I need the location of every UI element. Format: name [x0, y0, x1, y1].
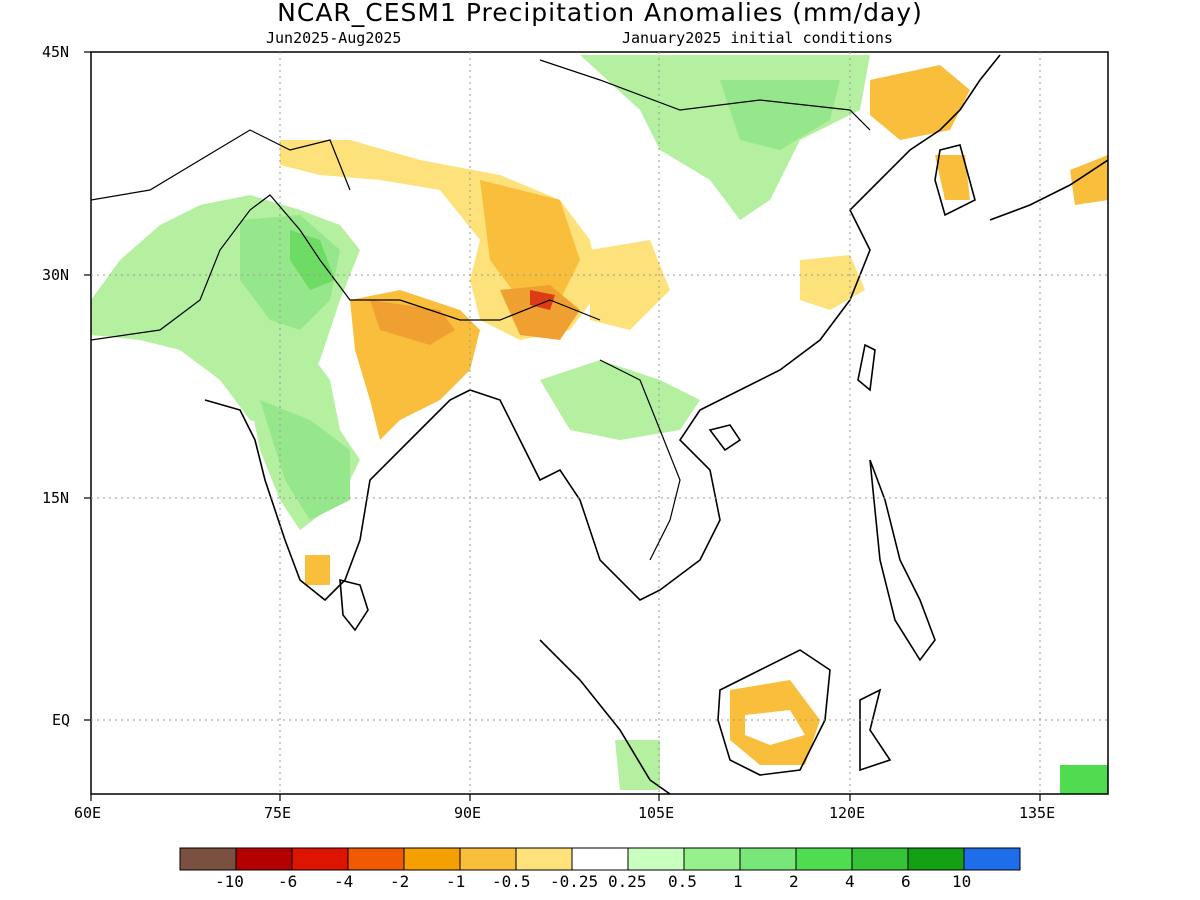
colorbar-swatch	[851, 847, 909, 871]
lon-label-105e: 105E	[638, 804, 675, 822]
coastline-sulawesi	[859, 688, 892, 772]
colorbar-label: -6	[278, 872, 298, 891]
border-indochina	[599, 359, 681, 561]
lat-label-30n: 30N	[42, 266, 70, 284]
colorbar-swatch	[179, 847, 237, 871]
anomaly-dry-sichuan	[590, 240, 670, 330]
colorbar-swatch	[403, 847, 461, 871]
coastline-sri-lanka	[339, 578, 369, 632]
lon-label-90e: 90E	[454, 804, 482, 822]
anomaly-dry-kyushu	[1070, 155, 1108, 205]
initial-conditions: January2025 initial conditions	[622, 29, 893, 47]
coastline-borneo	[717, 649, 831, 776]
colorbar-swatch	[683, 847, 741, 871]
colorbar-label: 0.5	[668, 872, 697, 891]
colorbar-label: -4	[334, 872, 354, 891]
coastline-india	[204, 54, 1001, 602]
lon-label-75e: 75E	[264, 804, 292, 822]
anomaly-dry-manchuria	[870, 65, 970, 140]
colorbar-label: -2	[390, 872, 410, 891]
colorbar-swatch	[963, 847, 1021, 871]
anomaly-field	[91, 55, 1108, 794]
lat-label-eq: EQ	[52, 711, 71, 729]
coastline-japan	[989, 159, 1108, 221]
colorbar-swatch	[907, 847, 965, 871]
colorbar-label: 2	[789, 872, 799, 891]
colorbar-swatch	[291, 847, 349, 871]
anomaly-normal-borneo	[745, 710, 805, 745]
lat-label-15n: 15N	[42, 489, 70, 507]
colorbar-label: 4	[845, 872, 855, 891]
anomaly-wet-indochina	[540, 360, 700, 440]
anomaly-dry-korea	[935, 155, 970, 200]
colorbar-label: -1	[446, 872, 466, 891]
border-central-asia	[91, 129, 351, 201]
colorbar-swatch	[795, 847, 853, 871]
lon-label-60e: 60E	[74, 804, 102, 822]
coastlines	[91, 54, 1108, 794]
border-pakistan	[91, 194, 601, 341]
colorbar	[179, 847, 1021, 871]
colorbar-label: -10	[215, 872, 244, 891]
colorbar-label: 10	[952, 872, 972, 891]
coastline-korea	[934, 144, 976, 217]
lon-label-135e: 135E	[1019, 804, 1056, 822]
anomaly-dry-sri-lanka	[305, 555, 330, 585]
colorbar-swatch	[571, 847, 629, 871]
colorbar-label: -0.25	[550, 872, 599, 891]
colorbar-label: 1	[733, 872, 743, 891]
colorbar-swatch	[515, 847, 573, 871]
lon-label-120e: 120E	[829, 804, 866, 822]
forecast-period: Jun2025-Aug2025	[266, 29, 402, 47]
anomaly-wet-new-guinea	[1060, 765, 1108, 794]
anomaly-dry-east-china	[800, 255, 865, 310]
coastline-philippines	[869, 459, 936, 662]
coastline-hainan	[708, 424, 742, 452]
colorbar-label: 6	[901, 872, 911, 891]
colorbar-label: 0.25	[608, 872, 647, 891]
map-frame	[90, 51, 1109, 795]
colorbar-swatch	[347, 847, 405, 871]
border-china-mongolia	[539, 59, 871, 131]
colorbar-label: -0.5	[492, 872, 531, 891]
colorbar-swatch	[235, 847, 293, 871]
lat-label-45n: 45N	[42, 43, 70, 61]
anomaly-dry-tibet-core	[480, 180, 580, 300]
anomaly-wet-deccan	[260, 400, 350, 520]
anomaly-wet-inner-mongolia	[720, 80, 840, 150]
map-title: NCAR_CESM1 Precipitation Anomalies (mm/d…	[277, 0, 923, 27]
colorbar-swatch	[459, 847, 517, 871]
coastline-sumatra	[539, 639, 671, 794]
colorbar-swatch	[739, 847, 797, 871]
axis-ticks	[84, 51, 1041, 801]
graticule	[91, 52, 1108, 794]
anomaly-dry-yunnan	[500, 285, 580, 340]
colorbar-swatch	[627, 847, 685, 871]
coastline-taiwan	[857, 343, 876, 392]
anomaly-wet-mongolia	[580, 55, 870, 220]
